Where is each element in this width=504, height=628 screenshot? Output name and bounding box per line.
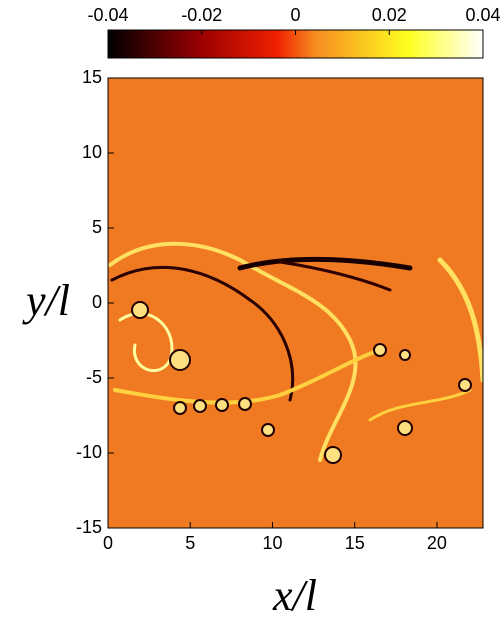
- field: [108, 78, 483, 528]
- colorbar-tick-label: 0: [290, 5, 300, 25]
- colorbar-tick-label: 0.02: [372, 5, 407, 25]
- y-tick-label: -5: [86, 367, 102, 387]
- colorbar-tick-label: -0.04: [87, 5, 128, 25]
- colorbar-tick-label: 0.04: [465, 5, 500, 25]
- x-axis-label: x/l: [272, 571, 317, 620]
- y-tick-label: 10: [82, 142, 102, 162]
- y-axis-label: y/l: [22, 276, 70, 325]
- x-tick-label: 0: [103, 533, 113, 553]
- y-tick-label: 0: [92, 292, 102, 312]
- y-tick-label: 5: [92, 217, 102, 237]
- y-tick-label: -15: [76, 517, 102, 537]
- y-tick-label: -10: [76, 442, 102, 462]
- colorbar-tick-label: -0.02: [181, 5, 222, 25]
- x-tick-label: 10: [262, 533, 282, 553]
- x-tick-label: 15: [345, 533, 365, 553]
- x-tick-label: 20: [427, 533, 447, 553]
- x-tick-label: 5: [185, 533, 195, 553]
- y-tick-label: 15: [82, 67, 102, 87]
